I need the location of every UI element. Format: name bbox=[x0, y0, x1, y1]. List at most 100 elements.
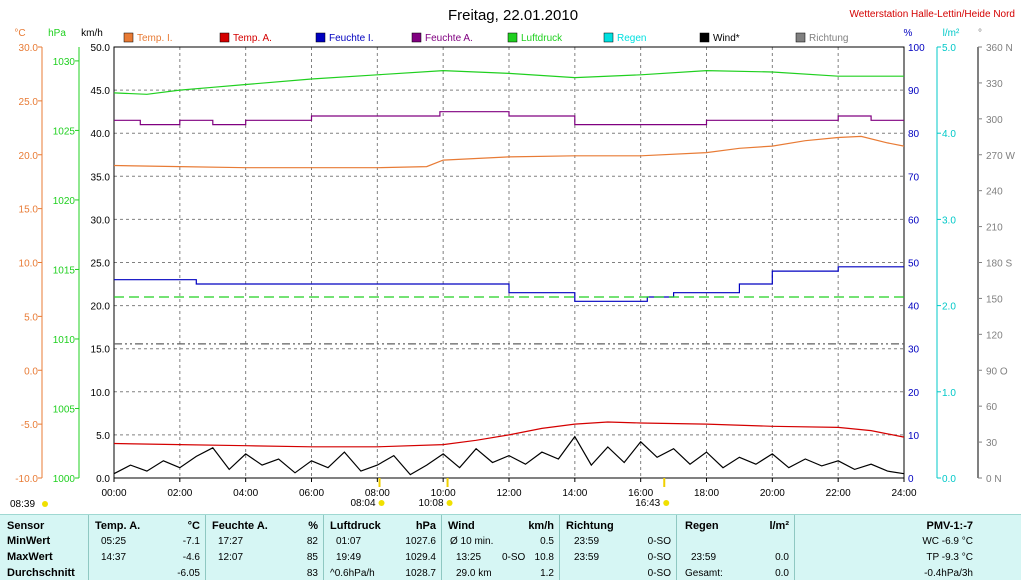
time-tick-label: 20:00 bbox=[760, 488, 785, 499]
stats-pmv-title: PMV-1:-7 bbox=[926, 520, 973, 532]
stats-max-label: MaxWert bbox=[7, 551, 53, 563]
sun-marker-time: 08:04 bbox=[350, 498, 375, 509]
stats-avg-label: Durchschnitt bbox=[7, 567, 75, 579]
sun-icon bbox=[663, 500, 670, 506]
wind-tick-label: 15.0 bbox=[91, 345, 111, 356]
stats-pmv-windchill: WC -6.9 °C bbox=[922, 536, 973, 547]
stats-hum-title: Feuchte A. bbox=[212, 520, 268, 532]
stats-labels-column: Sensor MinWert MaxWert Durchschnitt bbox=[0, 515, 88, 580]
stats-temp-max-time: 14:37 bbox=[101, 552, 127, 563]
direction-tick-label: 0 N bbox=[986, 474, 1002, 485]
wind-tick-label: 20.0 bbox=[91, 302, 111, 313]
wind-tick-label: 30.0 bbox=[91, 215, 111, 226]
stats-pmv-column: PMV-1:-7 WC -6.9 °C TP -9.3 °C -0.4hPa/3… bbox=[794, 515, 1021, 580]
sun-marker-time: 08:39 bbox=[10, 499, 35, 510]
stats-press-trend: ^0.6hPa/h bbox=[330, 568, 375, 579]
temp-axis-unit: °C bbox=[14, 28, 25, 39]
temp-tick-label: 0.0 bbox=[24, 366, 38, 377]
time-tick-label: 06:00 bbox=[299, 488, 324, 499]
wind-tick-label: 25.0 bbox=[91, 259, 111, 270]
humidity-tick-label: 70 bbox=[908, 172, 920, 183]
series-wind bbox=[113, 435, 905, 476]
stats-wind-column: Wind km/h Ø 10 min. 0.5 13:25 0-SO 10.8 … bbox=[441, 515, 560, 580]
stats-rain-total-label: Gesamt: bbox=[685, 568, 723, 579]
chart-title: Freitag, 22.01.2010 bbox=[448, 7, 578, 24]
legend-label: Richtung bbox=[809, 33, 848, 44]
legend-label: Wind* bbox=[713, 33, 740, 44]
stats-rain-max-time: 23:59 bbox=[691, 552, 717, 563]
humidity-tick-label: 80 bbox=[908, 129, 920, 140]
rain-tick-label: 1.0 bbox=[942, 388, 956, 399]
humidity-tick-label: 20 bbox=[908, 388, 920, 399]
temp-tick-label: 25.0 bbox=[19, 97, 39, 108]
wind-tick-label: 35.0 bbox=[91, 172, 111, 183]
time-tick-label: 24:00 bbox=[891, 488, 916, 499]
stats-humidity-column: Feuchte A. % 17:27 82 12:07 85 83 bbox=[205, 515, 324, 580]
stats-rain-max-value: 0.0 bbox=[775, 552, 789, 563]
stats-press-avg-value: 1028.7 bbox=[405, 568, 436, 579]
stats-hum-unit: % bbox=[308, 520, 318, 532]
stats-press-max-value: 1029.4 bbox=[405, 552, 436, 563]
time-tick-label: 00:00 bbox=[101, 488, 126, 499]
stats-min-label: MinWert bbox=[7, 535, 51, 547]
time-tick-label: 16:00 bbox=[628, 488, 653, 499]
time-tick-label: 04:00 bbox=[233, 488, 258, 499]
stats-hum-avg-value: 83 bbox=[306, 568, 318, 579]
stats-pressure-column: Luftdruck hPa 01:07 1027.6 19:49 1029.4 … bbox=[323, 515, 442, 580]
stats-direction-column: Richtung 23:59 0-SO 23:59 0-SO 0-SO bbox=[559, 515, 677, 580]
sun-icon bbox=[42, 501, 48, 507]
sun-icon bbox=[378, 500, 385, 506]
series-temp-i bbox=[113, 135, 905, 169]
wind-tick-label: 10.0 bbox=[91, 388, 111, 399]
stats-temp-title: Temp. A. bbox=[95, 520, 141, 532]
sun-icon bbox=[446, 500, 453, 506]
humidity-tick-label: 10 bbox=[908, 431, 920, 442]
legend-swatch bbox=[507, 32, 518, 43]
station-name: Wetterstation Halle-Lettin/Heide Nord bbox=[850, 9, 1015, 20]
time-tick-label: 12:00 bbox=[496, 488, 521, 499]
stats-temp-column: Temp. A. °C 05:25 -7.1 14:37 -4.6 -6.05 bbox=[88, 515, 206, 580]
sun-marker-time: 10:08 bbox=[419, 498, 444, 509]
stats-temp-avg-value: -6.05 bbox=[177, 568, 200, 579]
stats-dir-min-value: 0-SO bbox=[647, 536, 671, 547]
legend-swatch bbox=[795, 32, 806, 43]
stats-hum-min-value: 82 bbox=[306, 536, 318, 547]
stats-dir-min-time: 23:59 bbox=[574, 536, 600, 547]
direction-tick-label: 240 bbox=[986, 187, 1003, 198]
direction-tick-label: 180 S bbox=[986, 259, 1012, 270]
series-luftdruck bbox=[113, 69, 904, 95]
humidity-tick-label: 50 bbox=[908, 259, 920, 270]
weather-chart: Freitag, 22.01.2010 Wetterstation Halle-… bbox=[10, 7, 1015, 510]
stats-dir-avg-value: 0-SO bbox=[647, 568, 671, 579]
time-tick-label: 14:00 bbox=[562, 488, 587, 499]
stats-wind-avg-value: 1.2 bbox=[540, 568, 554, 579]
humidity-tick-label: 30 bbox=[908, 345, 920, 356]
stats-press-min-time: 01:07 bbox=[336, 536, 362, 547]
stats-rain-total-value: 0.0 bbox=[775, 568, 789, 579]
stats-hum-max-time: 12:07 bbox=[218, 552, 244, 563]
pressure-tick-label: 1015 bbox=[53, 265, 76, 276]
wind-axis-unit: km/h bbox=[81, 28, 103, 39]
pressure-tick-label: 1030 bbox=[53, 57, 76, 68]
stats-rain-unit: l/m² bbox=[769, 520, 789, 532]
stats-dir-title: Richtung bbox=[566, 520, 614, 532]
temp-tick-label: 20.0 bbox=[19, 151, 39, 162]
pressure-axis-unit: hPa bbox=[48, 28, 66, 39]
direction-tick-label: 30 bbox=[986, 438, 998, 449]
stats-press-unit: hPa bbox=[415, 520, 436, 532]
legend-swatch bbox=[219, 32, 230, 43]
rain-tick-label: 4.0 bbox=[942, 129, 956, 140]
wind-tick-label: 45.0 bbox=[91, 86, 111, 97]
legend-swatch bbox=[315, 32, 326, 43]
direction-tick-label: 120 bbox=[986, 330, 1003, 341]
wind-tick-label: 0.0 bbox=[96, 474, 110, 485]
stats-hum-min-time: 17:27 bbox=[218, 536, 244, 547]
sun-marker-time: 16:43 bbox=[635, 498, 660, 509]
direction-tick-label: 150 bbox=[986, 294, 1003, 305]
legend-label: Feuchte I. bbox=[329, 33, 373, 44]
legend-label: Luftdruck bbox=[521, 33, 563, 44]
pressure-tick-label: 1025 bbox=[53, 126, 76, 137]
legend-swatch bbox=[603, 32, 614, 43]
stats-temp-min-value: -7.1 bbox=[182, 536, 200, 547]
rain-tick-label: 0.0 bbox=[942, 474, 956, 485]
